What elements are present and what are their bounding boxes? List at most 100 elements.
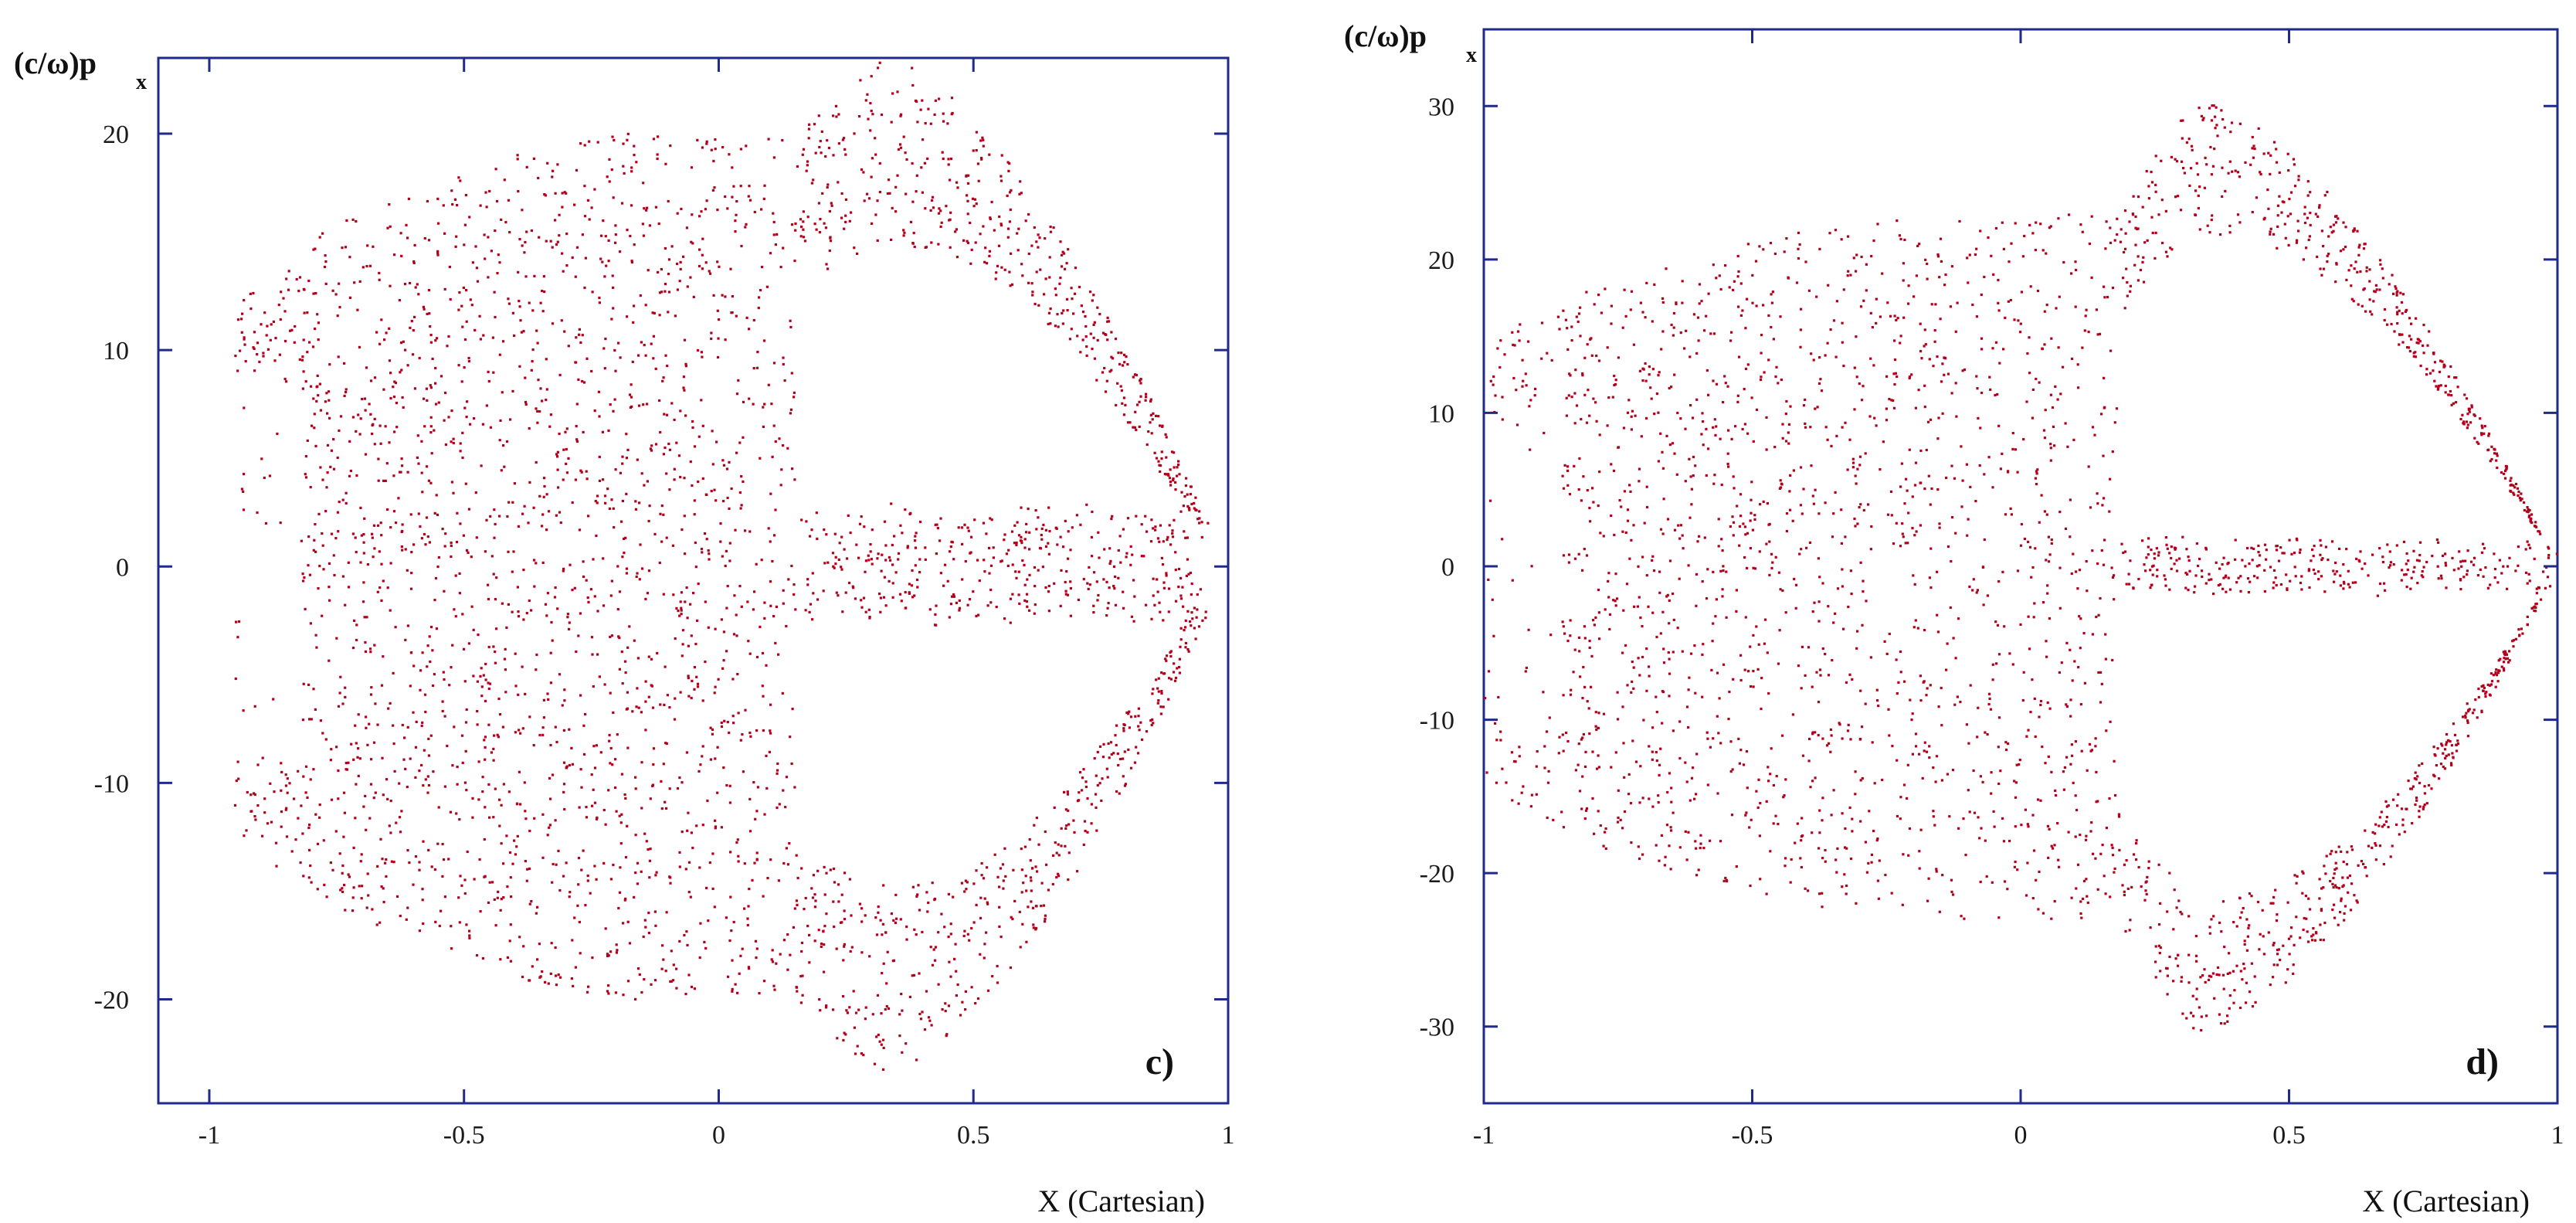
scatter-point [1783, 250, 1786, 253]
scatter-point [1101, 331, 1105, 335]
scatter-point [1529, 399, 1532, 402]
scatter-point [2418, 815, 2421, 818]
scatter-point [548, 776, 552, 780]
scatter-point [1142, 555, 1145, 558]
scatter-point [366, 244, 369, 247]
scatter-point [813, 223, 816, 226]
scatter-point [457, 364, 460, 367]
scatter-point [522, 618, 525, 621]
scatter-point [402, 340, 405, 343]
scatter-point [944, 1002, 947, 1005]
scatter-point [2191, 994, 2194, 997]
scatter-point [2442, 752, 2445, 755]
scatter-point [2534, 521, 2537, 524]
scatter-point [1612, 599, 1615, 602]
scatter-point [1744, 814, 1747, 817]
scatter-point [753, 861, 756, 865]
scatter-point [321, 732, 324, 735]
scatter-point [1155, 678, 1158, 681]
scatter-point [762, 895, 765, 898]
scatter-point [1135, 428, 1138, 432]
scatter-point [1017, 534, 1021, 537]
scatter-point [361, 885, 364, 888]
scatter-point [2251, 1005, 2255, 1008]
scatter-point [2215, 973, 2218, 976]
scatter-point [1621, 651, 1624, 654]
scatter-point [562, 270, 565, 273]
scatter-point [660, 967, 664, 970]
scatter-point [2287, 243, 2290, 246]
scatter-point [1939, 237, 1943, 240]
scatter-point [1688, 799, 1692, 802]
scatter-point [1792, 469, 1795, 472]
scatter-point [1889, 314, 1892, 318]
scatter-point [542, 275, 545, 278]
scatter-point [338, 501, 341, 504]
scatter-point [860, 951, 864, 954]
scatter-point [1112, 752, 1115, 755]
scatter-point [460, 304, 463, 307]
scatter-point [1102, 742, 1105, 746]
scatter-point [508, 231, 511, 234]
scatter-point [280, 762, 283, 765]
scatter-point [417, 512, 420, 515]
scatter-point [643, 484, 646, 487]
scatter-point [854, 597, 857, 600]
scatter-point [2024, 808, 2027, 811]
scatter-point [815, 511, 818, 515]
scatter-point [708, 558, 711, 561]
scatter-point [835, 591, 838, 594]
scatter-point [734, 230, 737, 233]
scatter-point [2530, 513, 2534, 516]
scatter-point [843, 227, 846, 230]
scatter-point [1567, 561, 1570, 564]
scatter-point [782, 939, 786, 942]
scatter-point [2342, 248, 2345, 251]
scatter-point [1528, 405, 1531, 408]
scatter-point [741, 733, 744, 736]
scatter-point [562, 783, 566, 786]
scatter-point [341, 890, 344, 893]
scatter-point [501, 340, 505, 343]
scatter-point [711, 887, 714, 890]
scatter-point [351, 218, 355, 221]
scatter-point [467, 356, 470, 360]
scatter-point [698, 956, 701, 960]
scatter-point [871, 157, 874, 160]
scatter-point [558, 888, 562, 892]
scatter-point [2011, 432, 2014, 435]
scatter-point [817, 114, 820, 117]
scatter-point [711, 852, 714, 855]
scatter-point [2546, 576, 2550, 579]
scatter-point [2462, 715, 2465, 719]
scatter-point [1575, 404, 1579, 407]
scatter-point [524, 810, 527, 813]
scatter-point [1023, 583, 1027, 586]
scatter-point [739, 185, 742, 188]
scatter-point [652, 763, 655, 766]
scatter-point [958, 609, 961, 612]
scatter-point [819, 1009, 822, 1012]
scatter-point [2422, 324, 2425, 327]
scatter-point [703, 940, 706, 943]
scatter-point [985, 931, 988, 934]
scatter-point [528, 902, 531, 905]
scatter-point [1066, 790, 1069, 793]
scatter-point [1067, 851, 1071, 854]
scatter-point [1061, 311, 1064, 314]
scatter-point [1154, 525, 1157, 528]
scatter-point [762, 406, 765, 409]
scatter-point [1044, 920, 1047, 923]
scatter-point [833, 532, 837, 535]
scatter-point [781, 139, 784, 142]
scatter-point [433, 429, 436, 432]
scatter-point [429, 386, 433, 389]
scatter-point [1054, 294, 1057, 297]
scatter-point [2143, 241, 2147, 244]
scatter-point [939, 572, 942, 575]
scatter-point [592, 558, 595, 561]
scatter-point [995, 606, 998, 609]
scatter-point [515, 803, 519, 806]
scatter-point [336, 511, 339, 514]
scatter-point [373, 417, 376, 420]
